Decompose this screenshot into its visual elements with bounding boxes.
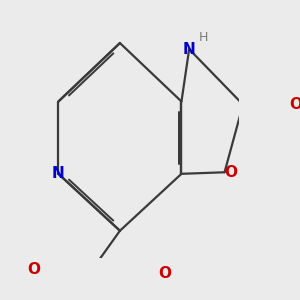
Text: O: O xyxy=(27,262,40,277)
Text: O: O xyxy=(158,266,171,281)
Text: N: N xyxy=(183,42,196,57)
Text: O: O xyxy=(224,165,237,180)
Text: O: O xyxy=(289,97,300,112)
Text: H: H xyxy=(198,31,208,44)
Text: N: N xyxy=(52,166,65,181)
